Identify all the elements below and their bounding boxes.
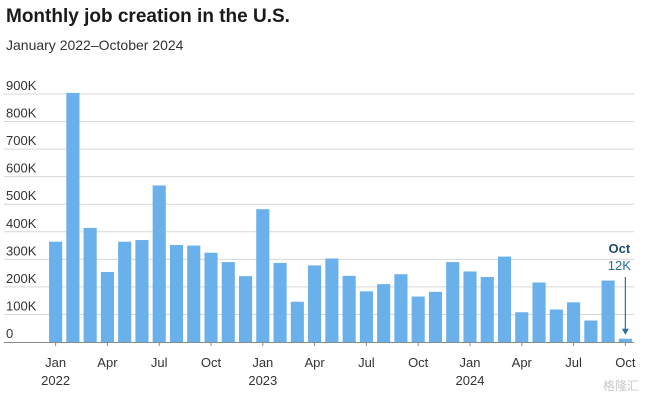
bar <box>515 312 529 342</box>
y-tick-label: 500K <box>6 188 37 203</box>
y-tick-label: 800K <box>6 106 37 121</box>
bar <box>549 309 563 342</box>
x-tick-label: Jan <box>45 355 66 370</box>
annotation-arrowhead <box>621 328 629 335</box>
bar <box>152 185 166 342</box>
watermark-logo: 格隆汇 <box>602 379 639 393</box>
bar <box>49 241 63 342</box>
bar <box>532 282 546 342</box>
latest-value-annotation: Oct 12K <box>608 241 631 335</box>
y-tick-label: 700K <box>6 133 37 148</box>
bar <box>118 241 132 342</box>
bar <box>480 276 494 342</box>
y-tick-label: 200K <box>6 271 37 286</box>
x-tick-label: Jul <box>151 355 168 370</box>
bar <box>428 291 443 342</box>
bar <box>342 275 356 342</box>
y-tick-label: 100K <box>6 298 37 313</box>
x-tick-label: Apr <box>304 355 325 370</box>
bar <box>601 280 615 342</box>
x-axis-tick-labels: Jan 2022 Apr Jul Oct Jan 2023 Apr Jul Oct Jan 2024 A… <box>41 342 636 388</box>
y-tick-label: 300K <box>6 243 37 258</box>
bar <box>221 262 235 342</box>
bar <box>204 252 218 342</box>
y-tick-label: 600K <box>6 161 37 176</box>
bar <box>256 209 270 342</box>
x-tick-label: Apr <box>512 355 533 370</box>
bar <box>618 338 632 342</box>
bar <box>497 256 512 342</box>
annotation-month-label: Oct <box>609 241 631 256</box>
x-tick-label: Oct <box>408 355 429 370</box>
bar <box>411 296 425 342</box>
bar <box>83 227 97 342</box>
x-tick-year-label: 2022 <box>41 373 70 388</box>
bar <box>359 291 373 342</box>
y-tick-label: 400K <box>6 216 37 231</box>
bar <box>446 262 460 342</box>
x-tick-year-label: 2023 <box>248 373 277 388</box>
y-axis-tick-labels: 0 100K 200K 300K 400K 500K 600K 700K 800K 900K <box>6 78 37 341</box>
x-tick-label: Jul <box>358 355 375 370</box>
bar <box>325 258 339 342</box>
x-tick-label: Jul <box>565 355 582 370</box>
bar <box>169 245 184 342</box>
bar <box>66 92 80 342</box>
bar <box>394 274 408 342</box>
bar <box>308 265 322 342</box>
chart-subtitle: January 2022–October 2024 <box>6 37 184 53</box>
chart-title: Monthly job creation in the U.S. <box>6 6 290 27</box>
bars <box>49 92 632 342</box>
y-tick-label: 900K <box>6 78 37 93</box>
x-tick-label: Apr <box>97 355 118 370</box>
y-tick-label: 0 <box>6 326 13 341</box>
bar <box>135 240 149 342</box>
bar <box>238 276 253 342</box>
bar <box>187 245 201 342</box>
bar <box>463 271 477 342</box>
x-tick-label: Oct <box>615 355 636 370</box>
bar <box>290 301 304 342</box>
bar <box>567 302 581 342</box>
bar <box>584 320 598 342</box>
bar <box>273 262 287 342</box>
bar <box>100 272 114 342</box>
x-tick-label: Jan <box>252 355 273 370</box>
x-tick-label: Oct <box>201 355 222 370</box>
bar <box>377 284 391 342</box>
x-tick-year-label: 2024 <box>456 373 485 388</box>
annotation-value-label: 12K <box>608 258 631 273</box>
x-tick-label: Jan <box>460 355 481 370</box>
